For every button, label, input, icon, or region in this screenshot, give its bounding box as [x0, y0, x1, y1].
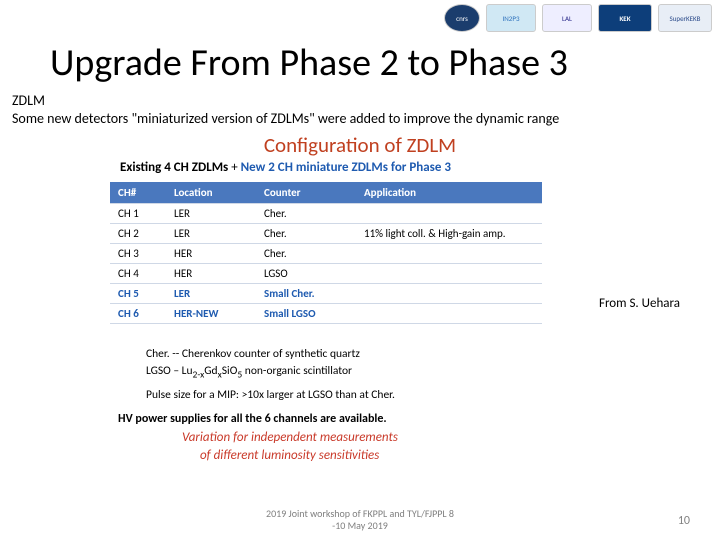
superkekb-logo-icon: SuperKEKB	[658, 4, 712, 32]
cell-counter: Cher.	[256, 224, 356, 244]
cell-ch: CH 6	[110, 304, 166, 324]
subtitle-detectors: Some new detectors "miniaturized version…	[12, 110, 559, 127]
footer: 2019 Joint workshop of FKPPL and TYL/FJP…	[0, 508, 720, 532]
cell-app: 11% light coll. & High-gain amp.	[356, 224, 542, 244]
cell-app	[356, 264, 542, 284]
lal-logo-icon: LAL	[542, 4, 592, 32]
cell-app	[356, 244, 542, 264]
config-plus: +	[228, 160, 240, 175]
in2p3-logo-icon: IN2P3	[486, 4, 536, 32]
zdlm-table: CH# Location Counter Application CH 1LER…	[110, 182, 542, 324]
cell-ch: CH 5	[110, 284, 166, 304]
table-row: CH 3HERCher.	[110, 244, 542, 264]
config-existing: Existing 4 CH ZDLMs	[120, 160, 228, 175]
page-title: Upgrade From Phase 2 to Phase 3	[50, 40, 568, 86]
cell-counter: Small LGSO	[256, 304, 356, 324]
th-application: Application	[356, 182, 542, 204]
table-row: CH 5LERSmall Cher.	[110, 284, 542, 304]
cell-counter: LGSO	[256, 264, 356, 284]
lgso-post: non-organic scintillator	[242, 364, 352, 378]
hv-line: HV power supplies for all the 6 channels…	[118, 412, 387, 426]
attribution: From S. Uehara	[599, 296, 680, 311]
cell-loc: LER	[166, 204, 256, 224]
variation-line-2: of different luminosity sensitivities	[200, 448, 379, 463]
cell-app	[356, 204, 542, 224]
cell-loc: HER	[166, 244, 256, 264]
cell-app	[356, 284, 542, 304]
table-row: CH 1LERCher.	[110, 204, 542, 224]
cell-counter: Small Cher.	[256, 284, 356, 304]
subtitle-zdlm: ZDLM	[12, 92, 45, 109]
cell-ch: CH 3	[110, 244, 166, 264]
cell-loc: HER	[166, 264, 256, 284]
config-new: New 2 CH miniature ZDLMs for Phase 3	[241, 160, 451, 175]
cell-ch: CH 1	[110, 204, 166, 224]
variation-line-1: Variation for independent measurements	[182, 430, 398, 445]
lgso-mid2: Si	[222, 364, 230, 378]
kek-logo-icon: KEK	[598, 4, 652, 32]
legend-cher: Cher. -- Cherenkov counter of synthetic …	[146, 346, 566, 363]
th-ch: CH#	[110, 182, 166, 204]
lgso-pre: LGSO – Lu	[146, 364, 193, 378]
page-number: 10	[678, 514, 690, 528]
lgso-sub1: 2-x	[193, 369, 205, 381]
cell-ch: CH 2	[110, 224, 166, 244]
config-subheading: Existing 4 CH ZDLMs + New 2 CH miniature…	[120, 160, 451, 175]
table-body: CH 1LERCher.CH 2LERCher.11% light coll. …	[110, 204, 542, 324]
cell-counter: Cher.	[256, 244, 356, 264]
cell-counter: Cher.	[256, 204, 356, 224]
th-location: Location	[166, 182, 256, 204]
lgso-mid1: Gd	[204, 364, 217, 378]
cell-loc: LER	[166, 224, 256, 244]
table-row: CH 2LERCher.11% light coll. & High-gain …	[110, 224, 542, 244]
cell-app	[356, 304, 542, 324]
table-row: CH 6HER-NEWSmall LGSO	[110, 304, 542, 324]
legend-lgso: LGSO – Lu2-xGdxSiO5 non-organic scintill…	[146, 363, 566, 382]
table-row: CH 4HERLGSO	[110, 264, 542, 284]
legend-block: Cher. -- Cherenkov counter of synthetic …	[146, 346, 566, 382]
table-header-row: CH# Location Counter Application	[110, 182, 542, 204]
cnrs-logo-icon: cnrs	[444, 4, 480, 32]
cell-loc: LER	[166, 284, 256, 304]
footer-line-2: -10 May 2019	[332, 519, 388, 532]
th-counter: Counter	[256, 182, 356, 204]
pulse-line: Pulse size for a MIP: >10x larger at LGS…	[146, 388, 395, 402]
cell-loc: HER-NEW	[166, 304, 256, 324]
logo-row: cnrs IN2P3 LAL KEK SuperKEKB	[444, 4, 712, 32]
config-heading: Configuration of ZDLM	[0, 132, 720, 158]
cell-ch: CH 4	[110, 264, 166, 284]
